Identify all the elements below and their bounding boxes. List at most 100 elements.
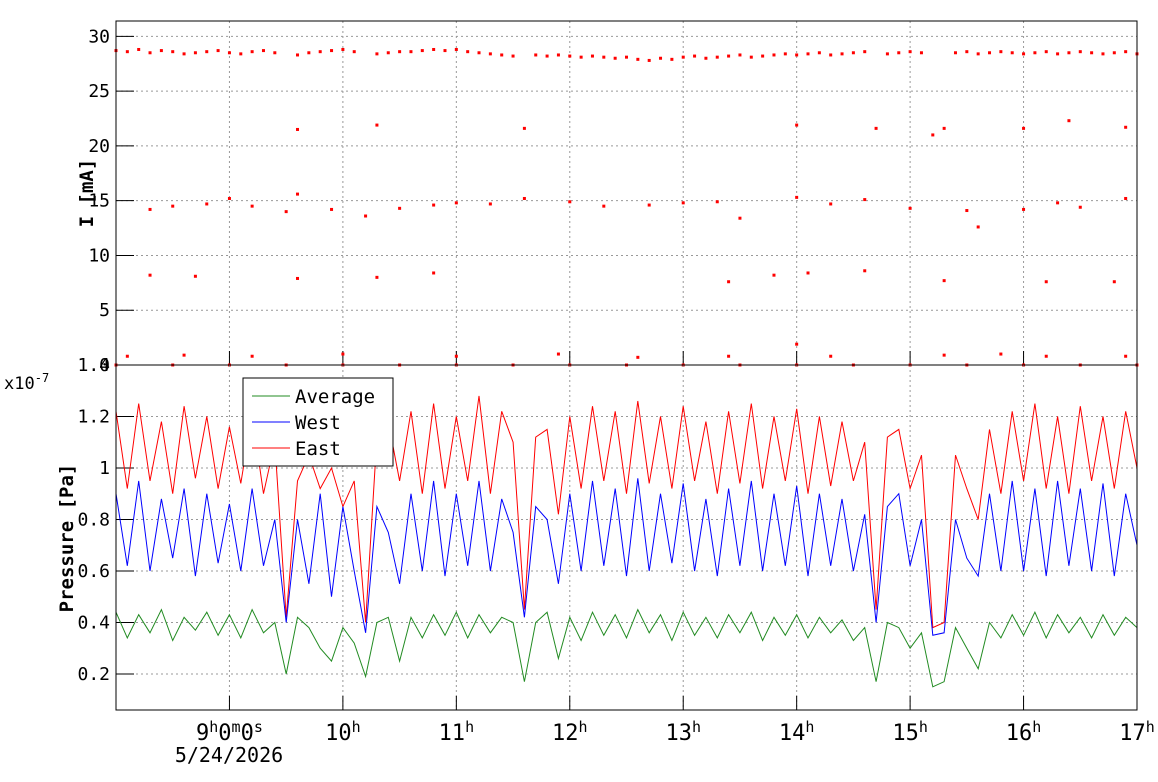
data-point — [364, 214, 368, 218]
data-point — [398, 206, 402, 210]
data-point — [795, 53, 799, 57]
data-point — [227, 196, 231, 200]
data-point — [454, 201, 458, 205]
data-point — [352, 50, 356, 54]
data-point — [942, 126, 946, 130]
y-tick-label: 0.2 — [77, 664, 110, 685]
data-point — [829, 202, 833, 206]
legend-label: West — [295, 412, 341, 434]
data-point — [727, 354, 731, 358]
data-point — [216, 49, 220, 53]
data-point — [647, 58, 651, 62]
data-point — [182, 353, 186, 357]
data-point — [296, 192, 300, 196]
data-point — [432, 203, 436, 207]
data-point — [1090, 51, 1094, 55]
data-point — [1022, 126, 1026, 130]
y-tick-label: 5 — [99, 300, 110, 321]
data-point — [261, 49, 265, 53]
data-point — [738, 53, 742, 57]
data-point — [488, 52, 492, 56]
data-point — [1044, 280, 1048, 284]
data-point — [568, 200, 572, 204]
data-point — [931, 133, 935, 137]
y-multiplier: x10-7 — [4, 371, 49, 394]
data-point — [1078, 205, 1082, 209]
data-point — [148, 207, 152, 211]
data-point — [681, 201, 685, 205]
data-point — [1022, 52, 1026, 56]
data-point — [159, 49, 163, 53]
data-point — [375, 123, 379, 127]
data-point — [420, 49, 424, 53]
data-point — [1067, 119, 1071, 123]
data-point — [647, 203, 651, 207]
data-point — [715, 200, 719, 204]
data-point — [863, 198, 867, 202]
data-point — [375, 275, 379, 279]
data-point — [250, 204, 254, 208]
data-point — [182, 52, 186, 56]
data-point — [500, 53, 504, 57]
data-point — [556, 53, 560, 57]
y-tick-label: 20 — [88, 136, 110, 157]
data-point — [341, 352, 345, 356]
data-point — [284, 210, 288, 214]
data-point — [556, 352, 560, 356]
data-point — [840, 52, 844, 56]
legend-label: Average — [295, 386, 375, 408]
data-point — [988, 51, 992, 55]
data-point — [863, 269, 867, 273]
data-point — [670, 57, 674, 61]
data-point — [375, 52, 379, 56]
data-point — [942, 353, 946, 357]
data-point — [296, 53, 300, 57]
x-tick-label: 16h — [1006, 718, 1042, 746]
x-tick-label: 10h — [325, 718, 361, 746]
y-tick-label: 0 — [99, 355, 110, 376]
data-point — [1124, 196, 1128, 200]
data-point — [171, 50, 175, 54]
x-tick-label: 11h — [439, 718, 475, 746]
data-point — [874, 126, 878, 130]
data-point — [976, 225, 980, 229]
data-point — [148, 273, 152, 277]
y-tick-label: 0.8 — [77, 509, 110, 530]
data-point — [125, 50, 129, 54]
data-point — [318, 50, 322, 54]
data-point — [1056, 52, 1060, 56]
data-point — [432, 271, 436, 275]
data-point — [341, 47, 345, 51]
data-point — [829, 53, 833, 57]
data-point — [625, 55, 628, 59]
y-tick-label: 15 — [88, 191, 110, 212]
y-tick-label: 10 — [88, 245, 110, 266]
data-point — [772, 273, 776, 277]
data-point — [602, 204, 606, 208]
data-point — [477, 51, 481, 55]
y-tick-label: 0.6 — [77, 561, 110, 582]
data-point — [386, 51, 390, 55]
y-tick-label: 30 — [88, 26, 110, 47]
data-point — [965, 50, 969, 54]
data-point — [330, 49, 334, 53]
data-point — [125, 354, 129, 358]
data-point — [307, 51, 311, 55]
data-point — [454, 354, 458, 358]
data-point — [976, 52, 980, 56]
data-point — [1101, 52, 1105, 56]
data-point — [568, 54, 572, 58]
time-offset: 5/24/2026 — [175, 743, 283, 767]
legend-label: East — [295, 438, 341, 460]
data-point — [432, 47, 436, 51]
data-point — [806, 52, 810, 56]
data-point — [1112, 51, 1116, 55]
data-point — [999, 50, 1003, 54]
data-point — [749, 55, 753, 59]
data-point — [806, 271, 810, 275]
data-point — [398, 50, 402, 54]
x-tick-label: 17h — [1119, 718, 1155, 746]
data-point — [1044, 354, 1048, 358]
